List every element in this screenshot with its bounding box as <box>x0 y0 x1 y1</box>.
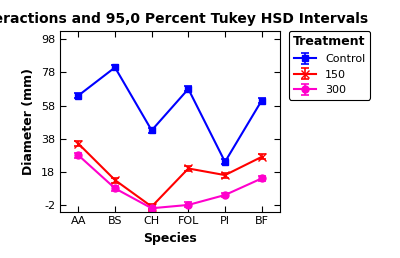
Title: Interactions and 95,0 Percent Tukey HSD Intervals: Interactions and 95,0 Percent Tukey HSD … <box>0 12 368 26</box>
X-axis label: Species: Species <box>143 232 197 245</box>
Y-axis label: Diameter (mm): Diameter (mm) <box>22 68 35 175</box>
Legend: Control, 150, 300: Control, 150, 300 <box>289 31 370 100</box>
